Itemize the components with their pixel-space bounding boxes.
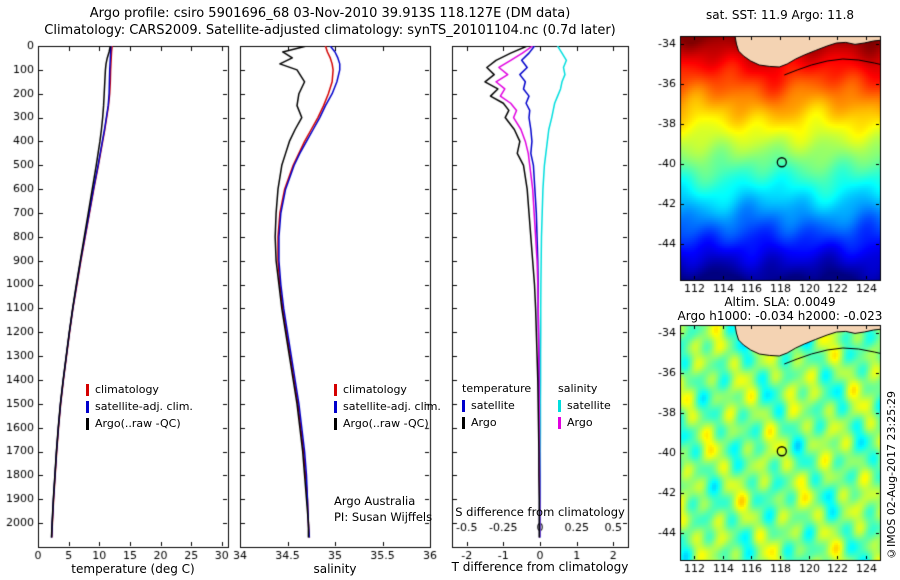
legend-item: Argo(..raw -QC) xyxy=(334,415,441,432)
imos-watermark: ©IMOS 02-Aug-2017 23:25:29 xyxy=(885,391,898,560)
argo-line-swatch xyxy=(86,417,89,430)
legend-label: climatology xyxy=(95,383,159,396)
satellite-sdiff-line-swatch xyxy=(558,399,561,412)
sla-map-title: Altim. SLA: 0.0049 xyxy=(724,295,836,309)
legend-label: climatology xyxy=(343,383,407,396)
t-difference-axis-label: T difference from climatology xyxy=(451,560,629,574)
salinity-axis-label: salinity xyxy=(313,562,357,576)
figure-title-line2: Climatology: CARS2009. Satellite-adjuste… xyxy=(44,23,616,38)
legend-label: Argo(..raw -QC) xyxy=(95,417,181,430)
salinity-legend: climatology satellite-adj. clim. Argo(..… xyxy=(334,381,441,432)
legend-label: satellite xyxy=(567,399,611,412)
argo-sdiff-line-swatch xyxy=(558,416,561,429)
satellite-tdiff-line-swatch xyxy=(462,399,465,412)
argo-tdiff-line-swatch xyxy=(462,416,465,429)
temperature-legend: climatology satellite-adj. clim. Argo(..… xyxy=(86,381,193,432)
legend-item: satellite-adj. clim. xyxy=(86,398,193,415)
s-difference-axis-label: S difference from climatology xyxy=(455,505,625,519)
difference-legend-temperature: temperature satellite Argo xyxy=(462,380,531,431)
satellite-adj-line-swatch xyxy=(334,400,337,413)
legend-item: satellite-adj. clim. xyxy=(334,398,441,415)
legend-item: climatology xyxy=(334,381,441,398)
temperature-axis-label: temperature (deg C) xyxy=(71,562,195,576)
legend-item: satellite xyxy=(462,397,531,414)
legend-item: satellite xyxy=(558,397,611,414)
pi-annotation: PI: Susan Wijffels xyxy=(334,510,433,524)
legend-item: Argo xyxy=(558,414,611,431)
sst-map-title: sat. SST: 11.9 Argo: 11.8 xyxy=(705,8,855,22)
legend-header: temperature xyxy=(462,382,532,395)
legend-label: Argo(..raw -QC) xyxy=(343,417,429,430)
figure-title-line1: Argo profile: csiro 5901696_68 03-Nov-20… xyxy=(89,6,571,21)
legend-label: Argo xyxy=(567,416,593,429)
climatology-line-swatch xyxy=(334,383,337,396)
sla-map-subtitle: Argo h1000: -0.034 h2000: -0.023 xyxy=(677,309,883,323)
legend-label: satellite-adj. clim. xyxy=(95,400,193,413)
argo-line-swatch xyxy=(334,417,337,430)
project-annotation: Argo Australia xyxy=(334,494,416,508)
legend-item: climatology xyxy=(86,381,193,398)
legend-header: salinity xyxy=(558,382,598,395)
legend-label: Argo xyxy=(471,416,497,429)
difference-legend-salinity: salinity satellite Argo xyxy=(558,380,611,431)
legend-item: Argo(..raw -QC) xyxy=(86,415,193,432)
climatology-line-swatch xyxy=(86,383,89,396)
legend-item: Argo xyxy=(462,414,531,431)
legend-label: satellite xyxy=(471,399,515,412)
satellite-adj-line-swatch xyxy=(86,400,89,413)
legend-label: satellite-adj. clim. xyxy=(343,400,441,413)
